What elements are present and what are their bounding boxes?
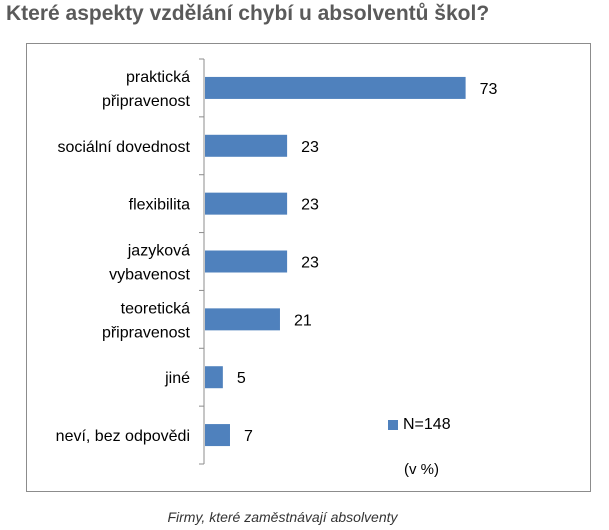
category-label: sociální dovednost xyxy=(57,139,190,156)
legend: N=148 (v %) xyxy=(388,416,451,478)
category-label: teoretická xyxy=(121,300,190,317)
data-label: 5 xyxy=(237,370,246,387)
data-label: 23 xyxy=(301,255,319,272)
bar xyxy=(205,366,223,389)
category-label: neví, bez odpovědi xyxy=(56,428,190,445)
category-label: vybavenost xyxy=(109,267,190,284)
bar xyxy=(205,192,288,215)
category-label: připravenost xyxy=(102,324,191,341)
bar xyxy=(205,308,280,331)
category-labels: praktická připravenost sociální dovednost f… xyxy=(56,69,191,445)
category-label: jazyková xyxy=(127,243,190,260)
legend-label: N=148 xyxy=(403,416,451,433)
figure-caption: Firmy, které zaměstnávají absolventy xyxy=(167,509,398,525)
chart-frame: praktická připravenost sociální dovednost f… xyxy=(26,43,591,492)
bars xyxy=(205,76,466,447)
category-label: jiné xyxy=(164,370,190,387)
category-label: praktická xyxy=(126,69,190,86)
chart-title: Které aspekty vzdělání chybí u absolvent… xyxy=(6,2,490,25)
bar xyxy=(205,250,288,273)
data-label: 23 xyxy=(301,197,319,214)
bar xyxy=(205,76,466,99)
data-label: 73 xyxy=(480,81,498,98)
legend-swatch xyxy=(388,420,398,430)
bar-chart: praktická připravenost sociální dovednost f… xyxy=(56,58,498,478)
unit-note: (v %) xyxy=(404,461,439,478)
bar xyxy=(205,424,230,447)
category-ticks xyxy=(199,58,204,465)
category-label: flexibilita xyxy=(129,197,190,214)
data-label: 23 xyxy=(301,139,319,156)
data-label: 21 xyxy=(294,312,312,329)
category-label: připravenost xyxy=(102,93,191,110)
value-labels: 73 23 23 23 21 5 7 xyxy=(237,81,498,445)
bar xyxy=(205,134,288,157)
data-label: 7 xyxy=(244,428,253,445)
